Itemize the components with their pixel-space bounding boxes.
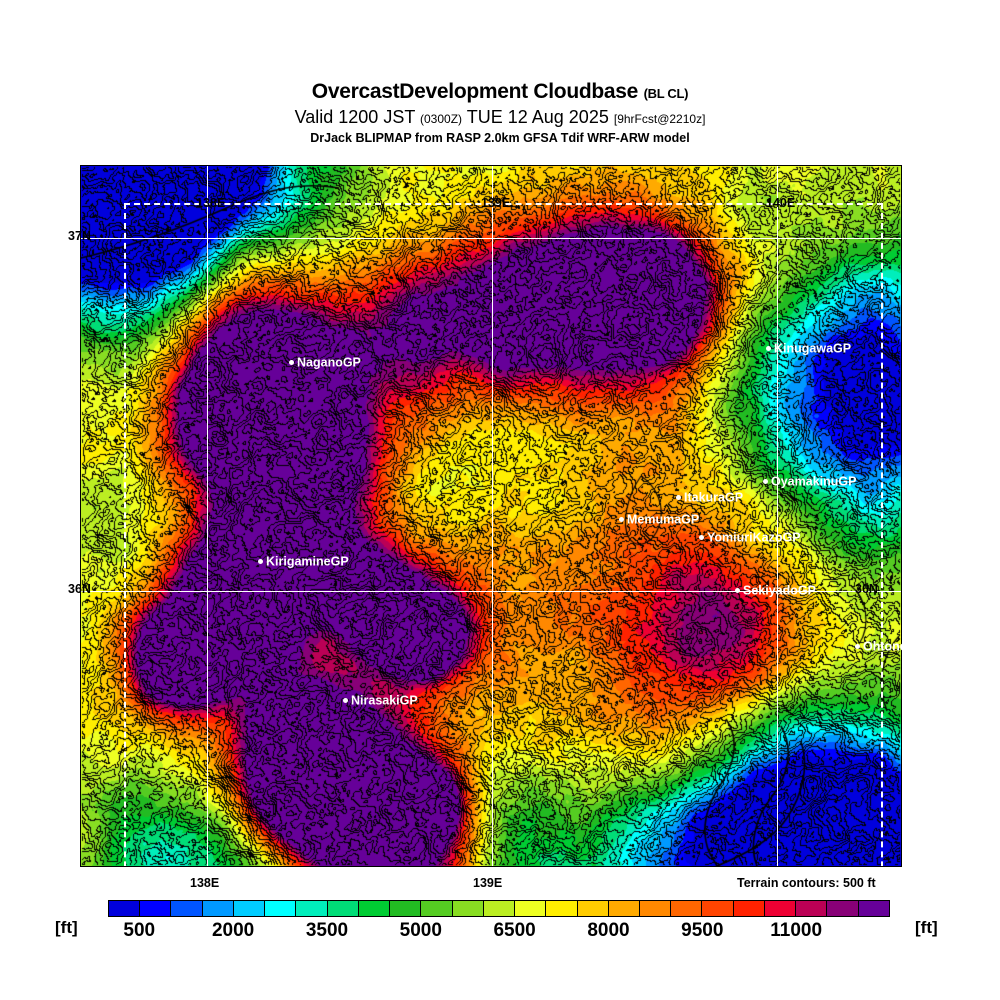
colorbar-segment xyxy=(483,901,516,916)
colorbar-segment xyxy=(171,901,203,916)
forecast-hour: [9hrFcst@2210z] xyxy=(613,112,706,126)
station-label: KirigamineGP xyxy=(266,554,349,569)
station-marker[interactable]: ItakuraGP xyxy=(676,491,743,504)
station-marker[interactable]: YomiuriKazoGP xyxy=(699,531,801,544)
colorbar-segment xyxy=(109,901,141,916)
title-main-suffix: (BL CL) xyxy=(643,86,689,101)
grid-label: 36N xyxy=(68,582,91,596)
station-marker[interactable]: KinugawaGP xyxy=(766,342,851,355)
station-dot-icon xyxy=(763,479,768,485)
valid-date: TUE 12 Aug 2025 xyxy=(466,107,609,127)
colorbar-tick-label: 11000 xyxy=(770,920,823,941)
colorbar-segment xyxy=(452,901,484,916)
colorbar-segment xyxy=(608,901,640,916)
title-main-line: OvercastDevelopment Cloudbase (BL CL) xyxy=(0,80,1000,106)
station-marker[interactable]: OyamakinuGP xyxy=(763,475,856,488)
station-marker[interactable]: NaganoGP xyxy=(289,356,361,369)
gridline-lon-140e xyxy=(777,166,778,866)
colorbar-segment xyxy=(421,901,453,916)
station-dot-icon xyxy=(855,644,860,650)
station-dot-icon xyxy=(619,517,624,523)
terrain-contour-note: Terrain contours: 500 ft xyxy=(737,876,876,890)
station-label: NaganoGP xyxy=(297,355,361,370)
title-main: OvercastDevelopment Cloudbase xyxy=(311,80,639,103)
colorbar-tick-label: 6500 xyxy=(493,920,536,941)
axis-tick-label: 139E xyxy=(473,876,503,890)
colorbar-segment xyxy=(671,901,703,916)
colorbar-tick-label: 9500 xyxy=(681,920,724,941)
colorbar-gradient xyxy=(108,900,890,917)
colorbar-segment xyxy=(390,901,422,916)
station-label: SekiyadoGP xyxy=(743,583,816,598)
station-label: YomiuriKazoGP xyxy=(707,530,801,545)
colorbar-segment xyxy=(233,901,266,916)
title-block: OvercastDevelopment Cloudbase (BL CL) Va… xyxy=(0,80,1000,147)
station-marker[interactable]: FujigawaGP xyxy=(383,870,463,883)
station-marker[interactable]: SekiyadoGP xyxy=(735,584,816,597)
station-label: NirasakiGP xyxy=(351,693,418,708)
station-dot-icon xyxy=(258,559,263,565)
colorbar-segment xyxy=(733,901,765,916)
station-marker[interactable]: OhtoneGP xyxy=(855,640,925,653)
grid-label: 140E xyxy=(766,196,796,210)
station-dot-icon xyxy=(676,495,681,501)
gridline-lon-138e xyxy=(207,166,208,866)
colorbar-segment xyxy=(358,901,391,916)
gridline-lon-139e xyxy=(492,166,493,866)
valid-time: Valid 1200 JST xyxy=(294,107,415,127)
station-dot-icon xyxy=(699,535,704,541)
colorbar-segment xyxy=(858,901,889,916)
colorbar-segment xyxy=(265,901,297,916)
grid-label: 36N xyxy=(855,582,878,596)
station-label: FujigawaGP xyxy=(391,869,463,884)
station-label: ItakuraGP xyxy=(684,490,744,505)
title-valid-line: Valid 1200 JST (0300Z) TUE 12 Aug 2025 [… xyxy=(0,106,1000,130)
station-marker[interactable]: KirigamineGP xyxy=(258,555,349,568)
colorbar-segment xyxy=(796,901,828,916)
colorbar-segment xyxy=(764,901,797,916)
station-marker[interactable]: NirasakiGP xyxy=(343,694,418,707)
station-label: MemumaGP xyxy=(627,512,700,527)
colorbar-segment xyxy=(202,901,234,916)
colorbar-segment xyxy=(577,901,609,916)
axis-tick-label: 138E xyxy=(190,876,220,890)
colorbar-panel: [ft] [ft] 500 2000 3500 5000 6500 8000 9500 110… xyxy=(0,896,1000,942)
gridline-lat-36n xyxy=(81,591,901,592)
colorbar-tick-label: 8000 xyxy=(587,920,630,941)
colorbar-unit-left: [ft] xyxy=(55,918,78,937)
station-label: OyamakinuGP xyxy=(771,474,857,489)
gridline-lat-37n xyxy=(81,238,901,239)
title-model-line: DrJack BLIPMAP from RASP 2.0km GFSA Tdif… xyxy=(310,131,690,145)
colorbar-segment xyxy=(827,901,859,916)
colorbar-tick-label: 2000 xyxy=(211,920,255,941)
station-dot-icon xyxy=(343,698,348,704)
colorbar-segment xyxy=(327,901,359,916)
colorbar-segment xyxy=(546,901,578,916)
colorbar-unit-right: [ft] xyxy=(915,918,938,937)
colorbar-tick-label: 500 xyxy=(123,920,156,941)
colorbar-segment xyxy=(702,901,734,916)
station-label: KinugawaGP xyxy=(774,341,852,356)
station-marker[interactable]: MemumaGP xyxy=(619,513,699,526)
station-dot-icon xyxy=(735,588,740,594)
inner-domain-box xyxy=(124,203,883,866)
colorbar-segment xyxy=(515,901,547,916)
station-dot-icon xyxy=(766,346,771,352)
grid-label: 138E xyxy=(196,196,226,210)
terrain-heatmap-canvas xyxy=(81,166,901,866)
colorbar-tick-label: 5000 xyxy=(399,920,442,941)
station-label: OhtoneGP xyxy=(863,639,925,654)
colorbar-segment xyxy=(296,901,328,916)
station-dot-icon xyxy=(289,360,294,366)
colorbar-segment xyxy=(140,901,172,916)
map-panel xyxy=(80,165,902,867)
grid-label: 37N xyxy=(68,229,91,243)
colorbar-tick-label: 3500 xyxy=(305,920,349,941)
valid-time-utc: (0300Z) xyxy=(420,112,463,126)
colorbar-segment xyxy=(639,901,672,916)
grid-label: 139E xyxy=(481,196,511,210)
station-dot-icon xyxy=(383,874,388,880)
